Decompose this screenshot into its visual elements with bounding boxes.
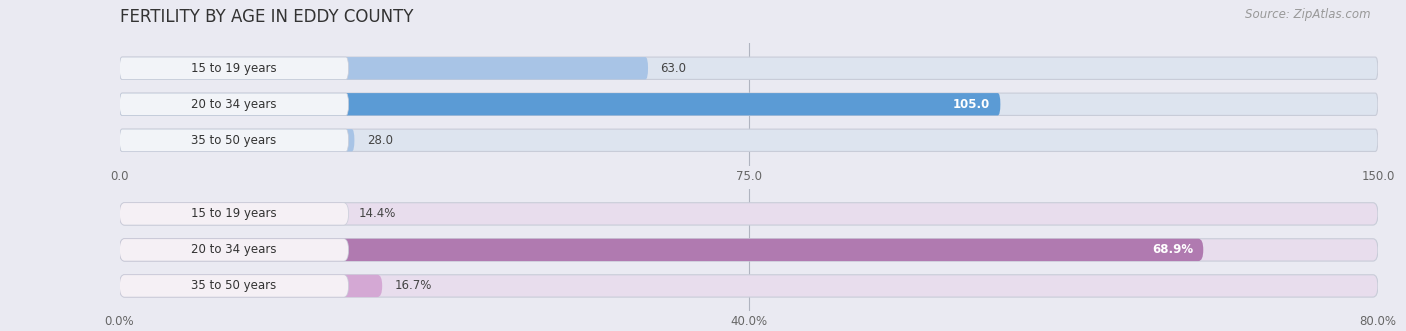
FancyBboxPatch shape — [120, 93, 349, 116]
FancyBboxPatch shape — [120, 275, 1378, 297]
FancyBboxPatch shape — [120, 57, 648, 79]
FancyBboxPatch shape — [120, 239, 349, 261]
Text: 20 to 34 years: 20 to 34 years — [191, 98, 277, 111]
FancyBboxPatch shape — [120, 239, 1378, 261]
FancyBboxPatch shape — [120, 203, 346, 225]
FancyBboxPatch shape — [120, 129, 1378, 152]
FancyBboxPatch shape — [120, 203, 1378, 225]
FancyBboxPatch shape — [120, 275, 349, 297]
Text: 68.9%: 68.9% — [1152, 243, 1194, 257]
Text: 35 to 50 years: 35 to 50 years — [191, 279, 277, 292]
Text: 35 to 50 years: 35 to 50 years — [191, 134, 277, 147]
FancyBboxPatch shape — [120, 129, 349, 152]
FancyBboxPatch shape — [120, 57, 349, 79]
FancyBboxPatch shape — [120, 93, 1001, 116]
Text: 63.0: 63.0 — [661, 62, 686, 75]
Text: 16.7%: 16.7% — [395, 279, 432, 292]
FancyBboxPatch shape — [120, 275, 382, 297]
FancyBboxPatch shape — [120, 57, 1378, 79]
Text: 28.0: 28.0 — [367, 134, 394, 147]
FancyBboxPatch shape — [120, 239, 1204, 261]
FancyBboxPatch shape — [120, 203, 349, 225]
Text: Source: ZipAtlas.com: Source: ZipAtlas.com — [1246, 8, 1371, 21]
Text: 14.4%: 14.4% — [359, 208, 396, 220]
Text: 20 to 34 years: 20 to 34 years — [191, 243, 277, 257]
Text: 15 to 19 years: 15 to 19 years — [191, 62, 277, 75]
Text: FERTILITY BY AGE IN EDDY COUNTY: FERTILITY BY AGE IN EDDY COUNTY — [120, 8, 413, 26]
FancyBboxPatch shape — [120, 129, 354, 152]
FancyBboxPatch shape — [120, 93, 1378, 116]
Text: 105.0: 105.0 — [953, 98, 990, 111]
Text: 15 to 19 years: 15 to 19 years — [191, 208, 277, 220]
